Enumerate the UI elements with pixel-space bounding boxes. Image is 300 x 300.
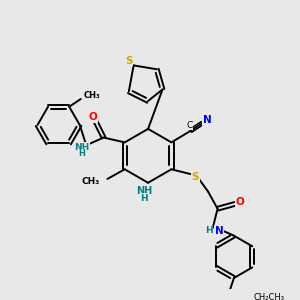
Text: H: H	[205, 226, 213, 236]
Text: H: H	[140, 194, 148, 203]
Text: O: O	[235, 197, 244, 207]
Text: S: S	[125, 56, 133, 66]
Text: NH: NH	[136, 186, 152, 197]
Text: CH₃: CH₃	[84, 91, 100, 100]
Text: O: O	[88, 112, 98, 122]
Text: CH₂CH₃: CH₂CH₃	[253, 293, 284, 300]
Text: NH: NH	[74, 143, 89, 152]
Text: H: H	[78, 149, 85, 158]
Text: CH₃: CH₃	[82, 177, 100, 186]
Text: N: N	[215, 226, 224, 236]
Text: C: C	[187, 121, 193, 130]
Text: N: N	[202, 115, 211, 125]
Text: S: S	[192, 172, 199, 182]
